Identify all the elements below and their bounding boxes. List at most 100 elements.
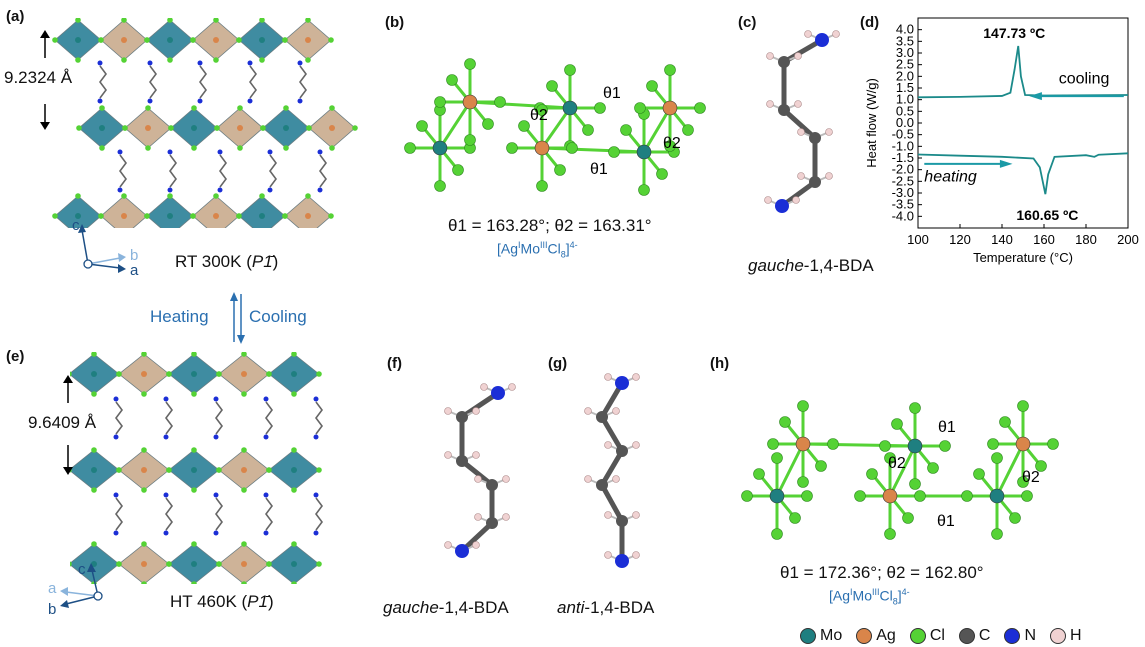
- y-tick-label: 0.0: [896, 115, 914, 130]
- rt-n-atom: [97, 98, 103, 104]
- c-h-atom: [766, 100, 774, 108]
- x-tick-label: 140: [991, 232, 1013, 247]
- g-h-atom: [604, 551, 612, 559]
- ht-cl-atom: [91, 391, 97, 397]
- f-h-atom: [474, 513, 482, 521]
- b-theta2-left: θ2: [530, 107, 548, 124]
- h-cl-atom: [902, 512, 914, 524]
- b-cl-atom: [638, 184, 650, 196]
- rt-metal-atom: [259, 213, 265, 219]
- ht-bda-chain: [215, 497, 223, 531]
- rt-cl-atom: [75, 18, 81, 23]
- b-cl-atom: [694, 102, 706, 114]
- rt-cl-atom: [305, 193, 311, 199]
- y-tick-label: -1.0: [892, 138, 914, 153]
- rt-metal-atom: [145, 125, 151, 131]
- g-cc-bond: [599, 415, 625, 453]
- rt-axis-b: b: [130, 247, 138, 264]
- f-cc-bond: [460, 459, 494, 487]
- heating-curve: [917, 152, 1129, 195]
- rt-n-atom: [217, 149, 223, 155]
- rt-cl-atom: [191, 145, 197, 151]
- rt-bda-chain: [99, 65, 107, 99]
- rt-cl-atom: [352, 125, 358, 131]
- legend-item-n: N: [1004, 627, 1036, 645]
- g-h-atom: [604, 373, 612, 381]
- panel-label-g: (g): [548, 355, 568, 372]
- ht-cl-atom: [141, 581, 147, 584]
- h-ag-atom: [795, 436, 811, 452]
- c-h-atom: [832, 30, 840, 38]
- h-cl-atom: [1035, 460, 1047, 472]
- y-tick-label: -3.5: [892, 197, 914, 212]
- legend-label: Ag: [876, 627, 896, 644]
- g-c-atom: [596, 411, 608, 423]
- ht-n-atom: [113, 492, 119, 498]
- rt-cl-atom: [260, 125, 266, 131]
- c-h-atom: [804, 30, 812, 38]
- ht-metal-atom: [91, 371, 97, 377]
- g-cc-bond: [599, 449, 625, 487]
- panel-label-h: (h): [710, 355, 730, 372]
- ht-cl-atom: [316, 561, 322, 567]
- rt-n-atom: [267, 187, 273, 193]
- f-h-atom: [472, 451, 480, 459]
- h-theta1-top: θ1: [938, 419, 956, 436]
- rt-cl-atom: [328, 37, 334, 43]
- y-tick-label: 2.5: [896, 57, 914, 72]
- panel-label-a: (a): [6, 8, 25, 25]
- f-h-atom: [472, 541, 480, 549]
- rt-octahedron: [192, 195, 240, 228]
- legend-item-c: C: [958, 627, 990, 645]
- ht-axes-icon: c a b: [48, 561, 103, 618]
- ht-axis-c: c: [78, 561, 86, 578]
- h-cl-atom: [991, 452, 1003, 464]
- rt-cl-atom: [283, 145, 289, 151]
- h-cl-atom: [973, 468, 985, 480]
- rt-metal-atom: [75, 37, 81, 43]
- legend-swatch: [958, 628, 975, 644]
- rt-octahedron: [238, 195, 286, 228]
- rt-n-atom: [317, 187, 323, 193]
- h-cl-atom: [884, 528, 896, 540]
- h-cl-atom: [753, 468, 765, 480]
- ht-angles: θ1 = 172.36°; θ2 = 162.80°: [780, 563, 984, 582]
- h-ag-atom: [1015, 436, 1031, 452]
- x-tick-label: 180: [1075, 232, 1097, 247]
- rt-cl-atom: [190, 213, 196, 219]
- rt-octahedron: [284, 195, 332, 228]
- rt-cl-atom: [213, 57, 219, 63]
- c-gauche-molecule: [764, 30, 840, 213]
- ht-cl-atom: [191, 541, 197, 547]
- ht-bda-chain: [265, 401, 273, 435]
- ht-cl-atom: [316, 371, 322, 377]
- rt-n-atom: [167, 149, 173, 155]
- h-cl-atom: [779, 416, 791, 428]
- h-bridge-bond: [995, 443, 1025, 497]
- rt-metal-atom: [329, 125, 335, 131]
- rt-cl-atom: [213, 193, 219, 199]
- ht-bda-chain: [315, 497, 323, 531]
- c-h-atom: [797, 172, 805, 180]
- rt-cl-atom: [167, 18, 173, 23]
- heating-peak-label: 160.65 ºC: [1016, 207, 1078, 223]
- ht-cl-atom: [216, 371, 222, 377]
- rt-spacing-label: 9.2324 Å: [4, 68, 73, 87]
- ht-cl-atom: [191, 447, 197, 453]
- c-c-atom: [809, 132, 821, 144]
- rt-metal-atom: [283, 125, 289, 131]
- ht-cl-atom: [116, 467, 122, 473]
- h-cl-atom: [991, 528, 1003, 540]
- ht-phase-label: HT 460K (P1̄): [170, 592, 274, 611]
- f-h-atom: [502, 513, 510, 521]
- rt-cl-atom: [259, 57, 265, 63]
- rt-metal-atom: [237, 125, 243, 131]
- y-tick-label: 1.0: [896, 92, 914, 107]
- b-cl-atom: [554, 164, 566, 176]
- rt-cl-atom: [191, 105, 197, 111]
- c-h-atom: [764, 196, 772, 204]
- rt-cl-atom: [98, 213, 104, 219]
- rt-n-atom: [217, 187, 223, 193]
- b-cl-atom: [664, 64, 676, 76]
- rt-phase-label: RT 300K (P1̄): [175, 252, 279, 271]
